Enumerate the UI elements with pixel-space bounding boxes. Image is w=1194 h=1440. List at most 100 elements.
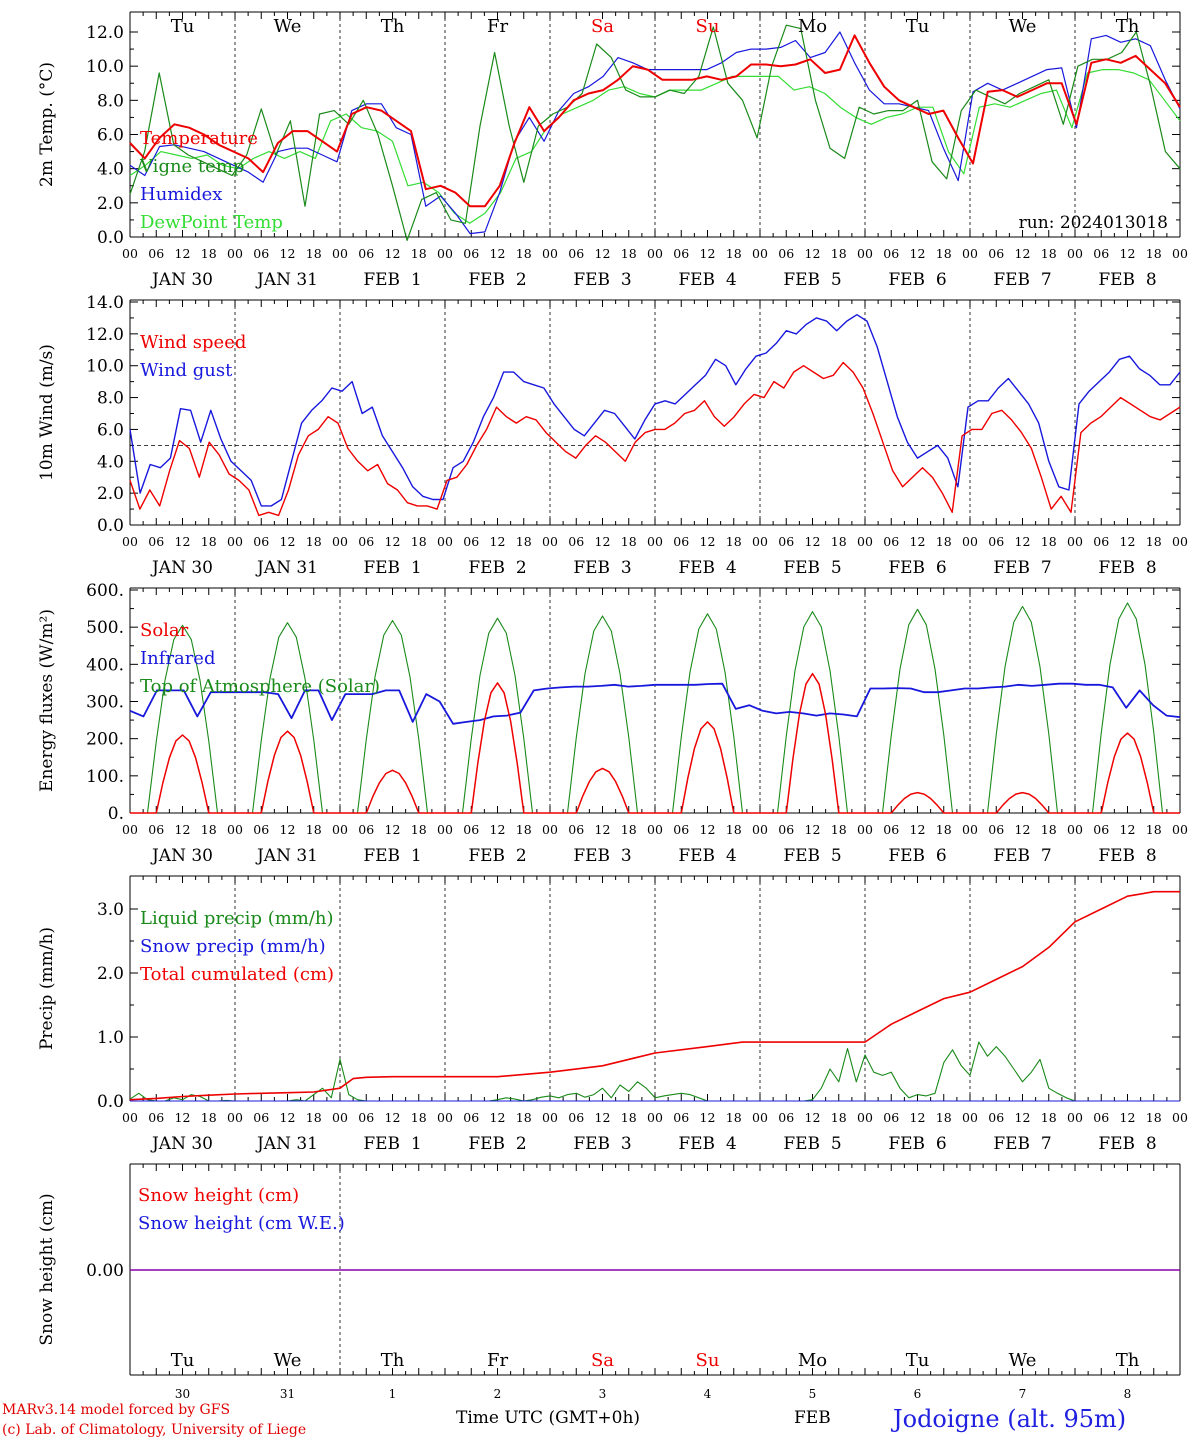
- hour-tick-label: 06: [463, 1110, 479, 1125]
- hour-tick-label: 00: [752, 1110, 768, 1125]
- y-tick-label: 300.: [86, 693, 124, 713]
- hour-tick-label: 12: [1015, 822, 1031, 837]
- date-label: FEB 4: [678, 846, 736, 866]
- date-label: FEB 7: [993, 558, 1051, 578]
- hour-labels: 00 06 12 18 00 06 12 18 00 06 12 18 00 06 12 18 00 06 12 18…: [122, 1110, 1188, 1154]
- hour-tick-label: 06: [253, 534, 269, 549]
- hour-tick-label: 00: [227, 1110, 243, 1125]
- weekday-label: We: [274, 16, 302, 37]
- hour-tick-label: 18: [726, 246, 742, 261]
- hour-tick-label: 06: [463, 246, 479, 261]
- hour-tick-label: 18: [516, 1110, 532, 1125]
- hour-tick-label: 06: [253, 1110, 269, 1125]
- hour-tick-label: 06: [883, 822, 899, 837]
- date-label: FEB 6: [888, 270, 946, 290]
- date-label: FEB 6: [888, 558, 946, 578]
- date-label: FEB 3: [573, 270, 631, 290]
- hour-tick-label: 12: [1015, 1110, 1031, 1125]
- y-tick-label: 1.0: [97, 1028, 124, 1048]
- hour-tick-label: 00: [437, 1110, 453, 1125]
- hour-tick-label: 12: [490, 246, 506, 261]
- hour-tick-label: 00: [227, 534, 243, 549]
- legend-entry: Wind gust: [140, 360, 233, 381]
- hour-tick-label: 12: [595, 534, 611, 549]
- hour-tick-label: 00: [122, 534, 138, 549]
- date-label: FEB 3: [573, 1134, 631, 1154]
- hour-tick-label: 06: [358, 534, 374, 549]
- y-tick-label: 600.: [86, 581, 124, 601]
- hour-tick-label: 00: [752, 822, 768, 837]
- date-label: FEB 6: [888, 1134, 946, 1154]
- hour-tick-label: 06: [568, 1110, 584, 1125]
- legend-entry: Vigne temp: [139, 156, 244, 177]
- hour-tick-label: 00: [857, 246, 873, 261]
- hour-tick-label: 06: [358, 822, 374, 837]
- hour-tick-label: 06: [253, 246, 269, 261]
- date-label: FEB 8: [1098, 270, 1156, 290]
- hour-tick-label: 12: [910, 246, 926, 261]
- hour-tick-label: 00: [647, 246, 663, 261]
- date-label: FEB 2: [468, 1134, 526, 1154]
- hour-tick-label: 00: [1067, 1110, 1083, 1125]
- hour-tick-label: 06: [883, 246, 899, 261]
- panel-energy: 0. 100. 200. 300. 400. 500. 600. Energy fluxes …: [37, 581, 1181, 824]
- date-label: FEB 5: [783, 270, 841, 290]
- hour-tick-label: 00: [857, 1110, 873, 1125]
- hour-tick-label: 18: [726, 534, 742, 549]
- date-label: FEB 3: [573, 846, 631, 866]
- weekday-label: Tu: [906, 16, 930, 37]
- y-tick-label: 4.0: [97, 160, 124, 180]
- weekday-label: Mo: [798, 1350, 827, 1371]
- hour-tick-label: 18: [306, 534, 322, 549]
- hour-tick-label: 12: [700, 822, 716, 837]
- day-number: 5: [809, 1387, 817, 1401]
- date-label: JAN 31: [255, 846, 318, 866]
- hour-tick-label: 18: [516, 822, 532, 837]
- y-tick-label: 4.0: [97, 452, 124, 472]
- y-tick-label: 200.: [86, 730, 124, 750]
- series-line-humidex: [129, 31, 1181, 235]
- hour-tick-label: 12: [490, 1110, 506, 1125]
- hour-tick-label: 12: [805, 246, 821, 261]
- hour-labels: 00 06 12 18 00 06 12 18 00 06 12 18 00 06 12 18 00 06 12 18…: [122, 534, 1188, 578]
- run-annotation: run: 2024013018: [1019, 213, 1168, 233]
- hour-tick-label: 18: [621, 246, 637, 261]
- hour-tick-label: 00: [332, 246, 348, 261]
- day-number: 7: [1019, 1387, 1027, 1401]
- series-line-total-cumulated: [129, 890, 1180, 1101]
- hour-tick-label: 18: [411, 246, 427, 261]
- hour-tick-label: 00: [752, 246, 768, 261]
- hour-tick-label: 06: [673, 1110, 689, 1125]
- hour-tick-label: 00: [122, 1110, 138, 1125]
- hour-tick-label: 06: [148, 1110, 164, 1125]
- weekday-label: Th: [381, 16, 405, 37]
- day-number: 8: [1124, 1387, 1132, 1401]
- y-tick-label: 6.0: [97, 126, 124, 146]
- date-label: FEB 2: [468, 270, 526, 290]
- hour-tick-label: 06: [673, 246, 689, 261]
- y-axis-label: Energy fluxes (W/m²): [37, 609, 57, 792]
- y-tick-label: 6.0: [97, 420, 124, 440]
- hour-tick-label: 18: [831, 822, 847, 837]
- hour-tick-label: 12: [910, 534, 926, 549]
- day-number: 31: [280, 1387, 295, 1401]
- hour-tick-label: 06: [778, 534, 794, 549]
- legend-entry: Snow precip (mm/h): [140, 936, 326, 957]
- day-number: 30: [175, 1387, 190, 1401]
- y-tick-label: 10.0: [86, 357, 124, 377]
- hour-tick-label: 18: [936, 822, 952, 837]
- hour-tick-label: 06: [568, 822, 584, 837]
- y-tick-label: 500.: [86, 618, 124, 638]
- y-tick-label: 0.: [108, 804, 124, 824]
- series-line-wind-gust: [129, 314, 1181, 507]
- y-tick-label: 100.: [86, 767, 124, 787]
- date-label: FEB 1: [363, 558, 421, 578]
- panel-precip: 0.0 1.0 2.0 3.0 Precip (mm/h) Liquid precip (…: [37, 875, 1181, 1112]
- hour-tick-label: 06: [568, 534, 584, 549]
- hour-tick-label: 06: [253, 822, 269, 837]
- hour-tick-label: 18: [621, 822, 637, 837]
- hour-tick-label: 18: [516, 246, 532, 261]
- hour-tick-label: 18: [621, 1110, 637, 1125]
- hour-tick-label: 12: [805, 534, 821, 549]
